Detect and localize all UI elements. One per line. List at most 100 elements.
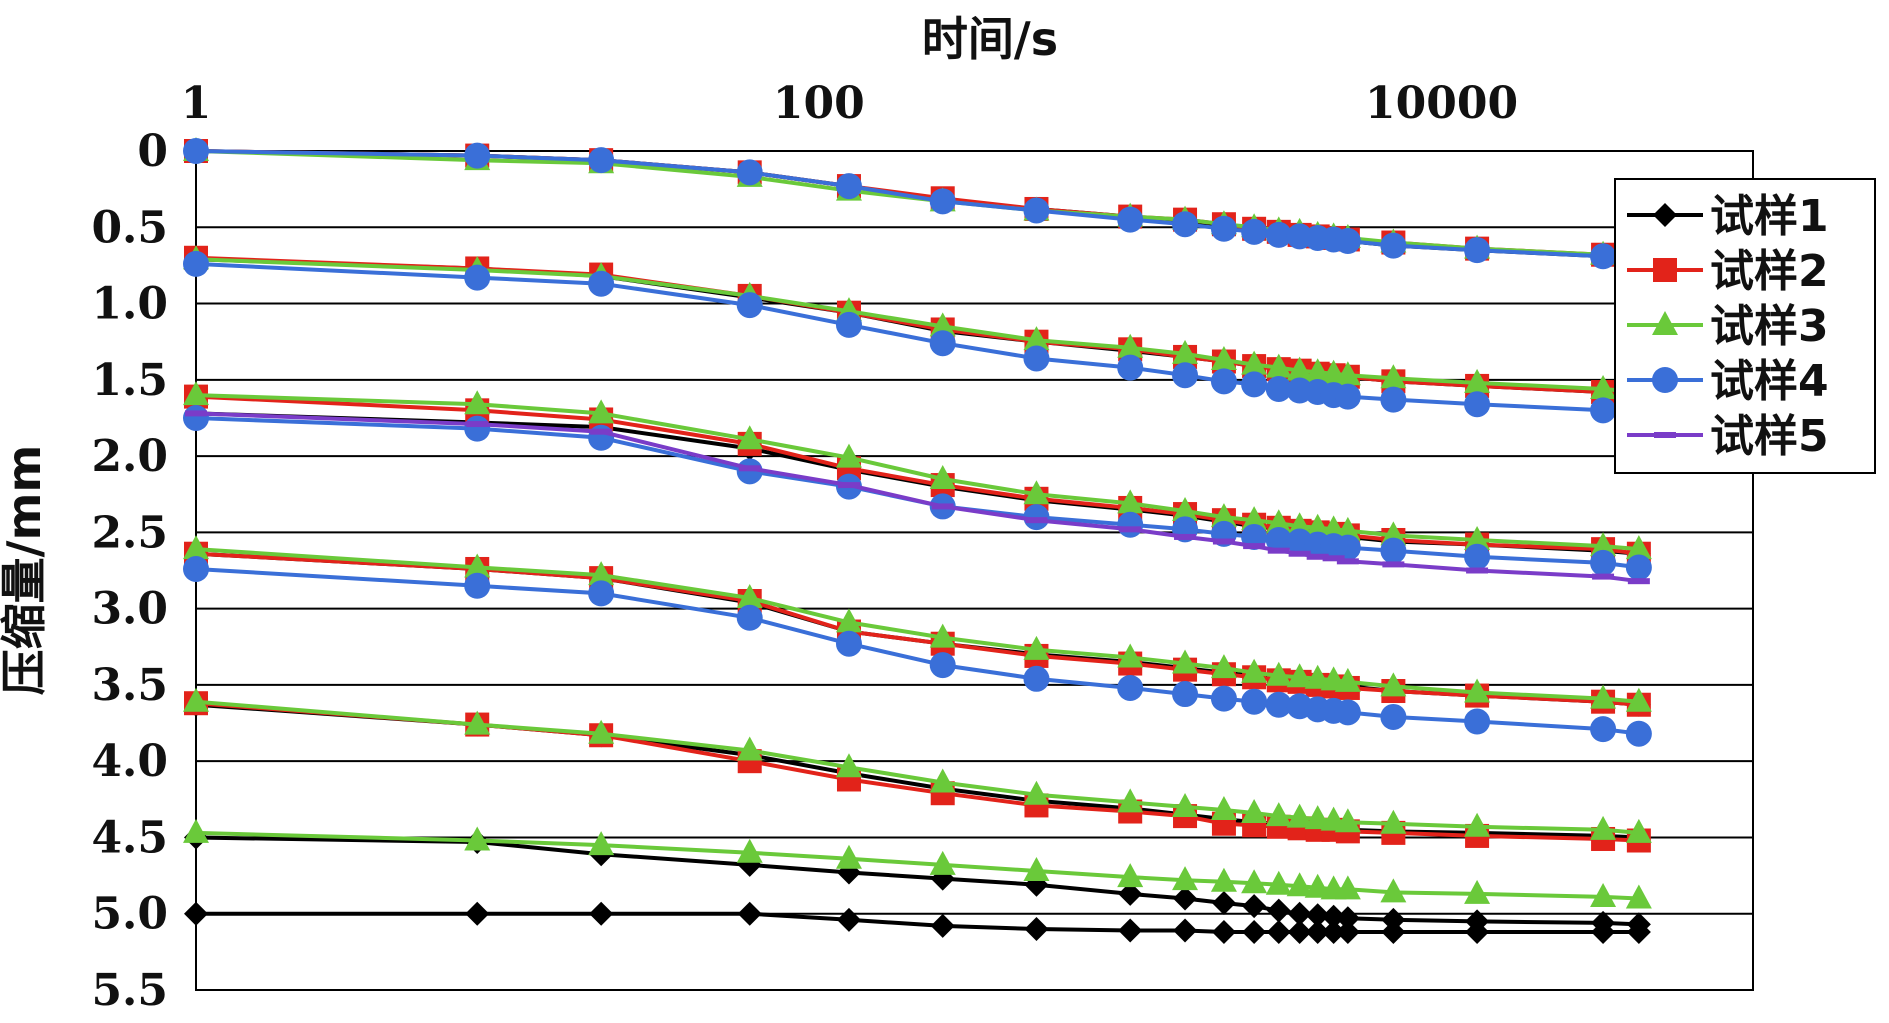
data-point-diamond — [1211, 891, 1236, 916]
data-point-circle — [1210, 685, 1237, 712]
data-point-diamond — [1242, 894, 1267, 919]
data-point-triangle — [1334, 361, 1361, 386]
x-tick-label: 100 — [773, 78, 865, 129]
y-axis-title: 压缩量/mm — [0, 445, 51, 696]
data-point-diamond — [1266, 920, 1291, 945]
data-point-circle — [1023, 504, 1050, 531]
y-tick-label: 1.5 — [91, 355, 168, 406]
series-line — [195, 411, 1640, 584]
data-point-circle — [1334, 383, 1361, 410]
data-point-diamond — [1242, 920, 1267, 945]
data-point-circle — [1172, 681, 1199, 708]
data-point-triangle — [1241, 869, 1268, 894]
data-point-circle — [1625, 720, 1652, 747]
legend-label: 试样2 — [1710, 246, 1829, 297]
data-point-triangle — [1265, 802, 1292, 827]
data-point-triangle — [1334, 667, 1361, 692]
data-point-circle — [1380, 537, 1407, 564]
data-point-triangle — [1265, 870, 1292, 895]
series-line — [195, 149, 1640, 260]
data-point-triangle — [1304, 513, 1331, 538]
data-point-triangle — [1304, 664, 1331, 689]
data-point-dash — [1119, 526, 1142, 533]
data-point-triangle — [929, 768, 956, 793]
data-point-circle — [1023, 665, 1050, 692]
data-point-triangle — [588, 399, 615, 424]
series — [185, 410, 1650, 585]
data-point-triangle — [588, 561, 615, 586]
x-tick-label: 10000 — [1365, 78, 1518, 129]
data-point-diamond — [184, 901, 208, 926]
data-point-triangle — [1625, 535, 1652, 560]
data-point-diamond — [1321, 904, 1346, 929]
data-point-triangle — [1265, 509, 1292, 534]
data-point-triangle — [1210, 795, 1237, 820]
data-point-circle — [1334, 699, 1361, 726]
data-point-circle — [1241, 371, 1268, 398]
series-line — [195, 257, 1640, 394]
data-point-triangle — [736, 736, 763, 761]
data-point-triangle — [1241, 506, 1268, 531]
data-point-diamond — [1118, 881, 1143, 906]
data-point-triangle — [1241, 350, 1268, 375]
data-point-circle — [1464, 543, 1491, 570]
data-point-circle — [835, 173, 862, 200]
data-point-triangle — [1334, 875, 1361, 900]
data-point-triangle — [1625, 687, 1652, 712]
data-point-circle — [929, 188, 956, 215]
data-point-diamond — [737, 901, 762, 926]
series-line — [195, 416, 1640, 570]
data-point-circle — [464, 415, 491, 442]
data-point-dash — [1654, 432, 1676, 438]
data-point-triangle — [1334, 516, 1361, 541]
data-point-triangle — [1210, 867, 1237, 892]
data-point-circle — [1590, 243, 1617, 270]
data-point-triangle — [464, 553, 491, 578]
data-point-dash — [1174, 533, 1197, 540]
data-point-triangle — [1023, 480, 1050, 505]
x-tick-label: 1 — [181, 78, 212, 129]
data-point-triangle — [1590, 684, 1617, 709]
data-point-dash — [185, 410, 207, 417]
data-point-triangle — [183, 535, 209, 560]
data-point-triangle — [1304, 873, 1331, 898]
data-point-triangle — [1172, 649, 1199, 674]
data-point-diamond — [1173, 886, 1198, 911]
data-point-circle — [929, 652, 956, 679]
data-point-triangle — [1464, 368, 1491, 393]
data-point-triangle — [1172, 866, 1199, 891]
data-point-circle — [1117, 511, 1144, 538]
data-point-circle — [1117, 354, 1144, 381]
x-tick-labels: 1 100 10000 — [181, 78, 1518, 129]
data-point-triangle — [1334, 808, 1361, 833]
y-tick-label: 5.5 — [91, 965, 168, 1016]
data-point-circle — [1265, 375, 1292, 402]
data-point-diamond — [1287, 901, 1312, 926]
data-point-diamond — [836, 907, 861, 932]
data-point-circle — [588, 580, 615, 607]
data-point-circle — [1590, 716, 1617, 743]
data-point-dash — [837, 482, 860, 489]
data-point-circle — [1334, 228, 1361, 255]
data-point-triangle — [183, 818, 209, 843]
series — [183, 137, 1652, 909]
data-point-circle — [1172, 362, 1199, 389]
data-point-triangle — [1117, 333, 1144, 358]
data-point-diamond — [1335, 920, 1360, 945]
data-point-triangle — [1210, 503, 1237, 528]
y-tick-label: 0 — [137, 126, 168, 177]
data-point-circle — [929, 330, 956, 357]
data-point-square — [1653, 258, 1677, 282]
series-line — [195, 567, 1640, 736]
series-line — [195, 547, 1640, 704]
data-point-diamond — [1266, 898, 1291, 923]
data-point-circle — [1210, 368, 1237, 395]
data-point-circle — [1590, 397, 1617, 424]
data-point-triangle — [1304, 805, 1331, 830]
data-point-triangle — [1590, 374, 1617, 399]
series-line — [195, 393, 1640, 552]
data-point-diamond — [1465, 920, 1490, 945]
data-point-dash — [1212, 538, 1235, 545]
data-point-triangle — [1304, 358, 1331, 383]
